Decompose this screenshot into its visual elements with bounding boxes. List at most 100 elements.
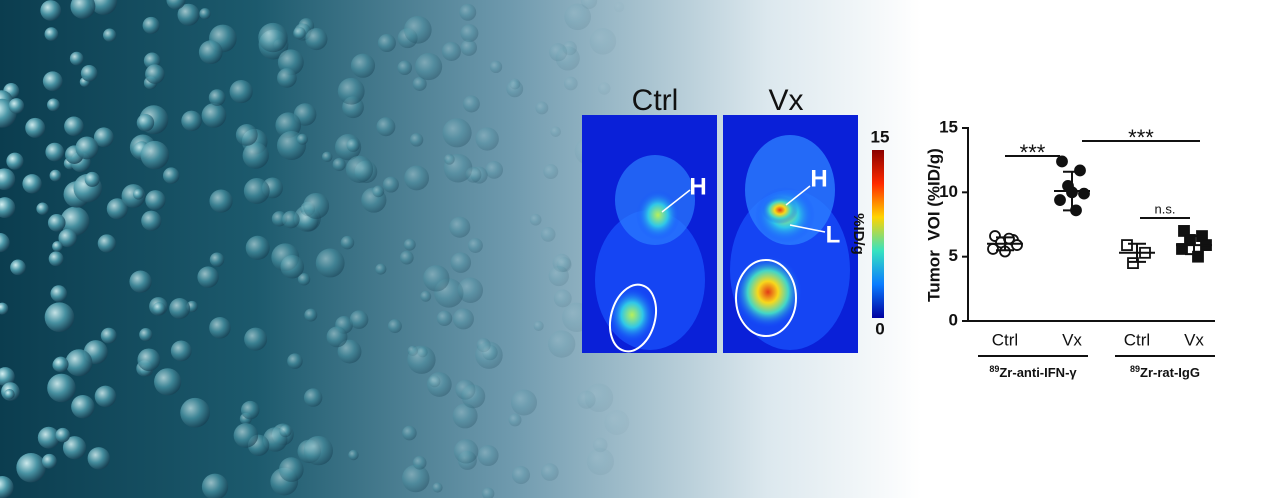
molecule (332, 157, 346, 172)
significance-label: n.s. (1155, 201, 1176, 216)
molecule (44, 27, 59, 41)
point (1011, 239, 1023, 251)
molecule (348, 449, 359, 461)
molecule (53, 356, 69, 373)
y-tick-label: 5 (949, 246, 958, 265)
pet-ctrl (582, 115, 717, 353)
molecule (535, 101, 549, 115)
molecule (589, 28, 617, 55)
molecule (90, 0, 118, 15)
molecule (22, 174, 42, 194)
molecule (337, 339, 362, 364)
molecule (407, 345, 436, 374)
molecule (181, 110, 202, 132)
group-name: Zr-rat-IgG (1140, 365, 1200, 380)
molecule (277, 68, 297, 88)
organ-label: H (810, 165, 827, 192)
molecule (460, 24, 479, 43)
molecule (170, 340, 192, 362)
molecule (25, 117, 46, 138)
molecule (47, 213, 66, 232)
molecule (584, 383, 614, 413)
molecule (93, 127, 114, 148)
molecule (280, 254, 305, 279)
molecule (465, 166, 482, 183)
molecule (166, 0, 186, 10)
colorbar-min: 0 (875, 319, 884, 338)
molecule (529, 213, 542, 226)
organ-label: L (826, 221, 841, 248)
molecule (485, 161, 504, 179)
panel-title: Vx (768, 84, 803, 117)
molecule (376, 117, 396, 137)
error-bar (1128, 242, 1146, 263)
y-tick-label: 10 (939, 182, 958, 201)
molecule (442, 118, 472, 148)
molecule (511, 466, 531, 485)
molecule (350, 53, 376, 78)
molecule (403, 238, 416, 251)
molecule (137, 348, 161, 372)
molecule (133, 188, 144, 200)
molecule (450, 252, 472, 273)
molecule (233, 423, 259, 448)
molecule (548, 265, 569, 287)
molecule (564, 3, 591, 31)
molecule (477, 445, 499, 467)
molecule (198, 40, 223, 65)
molecule (403, 15, 432, 44)
molecule (141, 210, 162, 231)
molecule (8, 98, 25, 114)
molecule (209, 316, 231, 339)
molecule (177, 3, 200, 26)
molecule (296, 133, 308, 145)
molecule (69, 51, 84, 66)
molecule (75, 136, 99, 160)
molecule (229, 80, 253, 104)
molecule (235, 123, 258, 146)
molecule (489, 60, 503, 74)
molecule (145, 190, 166, 211)
molecule (287, 353, 303, 369)
molecule (457, 277, 484, 303)
molecule (432, 482, 443, 493)
molecule (40, 0, 62, 21)
molecule (297, 273, 311, 286)
molecule (345, 155, 374, 183)
group-label: 89Zr-rat-IgG (1130, 364, 1200, 380)
molecule (139, 328, 153, 342)
molecule (346, 138, 360, 152)
x-tick-label: Vx (1062, 330, 1082, 349)
molecule (402, 425, 417, 441)
panel-title: Ctrl (632, 84, 679, 117)
molecule (550, 126, 561, 137)
molecule (548, 330, 576, 358)
molecule (142, 16, 160, 34)
molecule (47, 373, 76, 403)
molecule (65, 349, 93, 377)
molecule (208, 89, 226, 106)
molecule (94, 385, 117, 408)
molecule (0, 367, 15, 387)
point (1054, 194, 1066, 206)
molecule (240, 400, 260, 420)
group-label: 89Zr-anti-IFN-γ (989, 364, 1077, 380)
molecule (278, 457, 304, 482)
molecule (404, 165, 430, 191)
molecule (44, 302, 75, 332)
molecule (399, 250, 414, 265)
molecule (377, 33, 396, 53)
molecule (506, 80, 524, 98)
point (1074, 164, 1086, 177)
molecule (100, 327, 117, 344)
point (1127, 257, 1139, 270)
molecule (242, 142, 269, 169)
molecule (412, 76, 427, 91)
molecule (303, 435, 334, 466)
molecule (282, 210, 300, 229)
molecule (563, 76, 578, 91)
molecule (97, 234, 116, 253)
organ-label: H (689, 173, 706, 200)
molecule (37, 426, 60, 449)
